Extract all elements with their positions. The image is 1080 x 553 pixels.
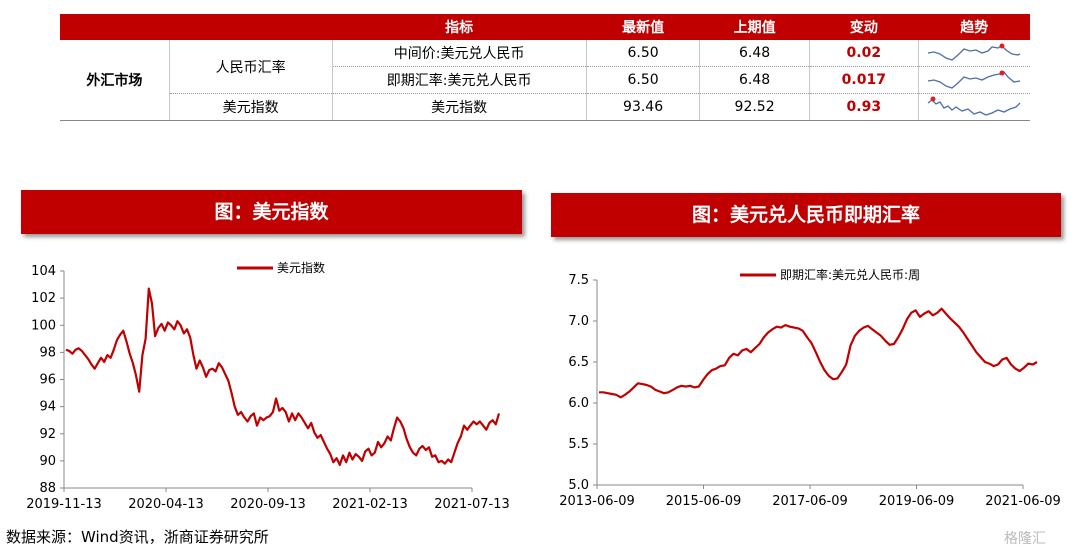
row-3-indicator: 美元指数	[331, 93, 587, 121]
legend-label: 美元指数	[277, 260, 325, 275]
table-row: 美元指数 美元指数 93.46 92.52 0.93	[60, 93, 1030, 121]
x-tick-label: 2021-02-13	[332, 497, 408, 512]
y-tick-label: 98	[39, 345, 56, 360]
sparkline-1	[928, 43, 1021, 61]
y-tick-label: 92	[39, 427, 56, 442]
row-3-category: 美元指数	[168, 93, 333, 121]
x-tick-label: 2020-09-13	[230, 497, 306, 512]
header-trend: 趋势	[918, 14, 1030, 40]
row-3-latest: 93.46	[585, 93, 700, 121]
series-line	[65, 287, 501, 466]
y-tick-label: 94	[39, 400, 56, 415]
data-source: 数据来源：Wind资讯，浙商证券研究所	[6, 528, 269, 546]
row-3-trend	[917, 93, 1030, 121]
row-1-change: 0.02	[808, 40, 919, 67]
row-3-change: 0.93	[808, 93, 919, 121]
header-latest: 最新值	[586, 14, 700, 40]
x-tick-label: 2013-06-09	[559, 494, 635, 509]
x-tick-label: 2020-04-13	[128, 497, 204, 512]
x-tick-label: 2019-11-13	[26, 497, 102, 512]
y-tick-label: 7.5	[568, 273, 589, 288]
y-tick-label: 88	[39, 481, 56, 496]
sparkline-3	[928, 96, 1021, 116]
row-2-change: 0.017	[808, 66, 919, 94]
row-2-latest: 6.50	[585, 66, 700, 94]
banner-usdcny-spot: 图：美元兑人民币即期汇率	[551, 193, 1061, 237]
y-tick-label: 104	[31, 264, 56, 279]
market-label: 外汇市场	[60, 40, 170, 121]
table-row: 即期汇率:美元兑人民币 6.50 6.48 0.017	[60, 66, 1030, 94]
y-tick-label: 6.0	[568, 396, 589, 411]
row-1-trend	[917, 40, 1030, 67]
rmb-label: 人民币汇率	[168, 40, 333, 94]
legend-label: 即期汇率:美元兑人民币:周	[780, 267, 920, 282]
row-1-previous: 6.48	[699, 40, 810, 67]
row-3-previous: 92.52	[699, 93, 810, 121]
y-tick-label: 90	[39, 454, 56, 469]
x-tick-label: 2019-06-09	[879, 494, 955, 509]
y-tick-label: 6.5	[568, 355, 589, 370]
row-1-latest: 6.50	[585, 40, 700, 67]
banner-usd-index: 图：美元指数	[21, 190, 522, 234]
x-tick-label: 2021-06-09	[985, 494, 1061, 509]
sparkline-2	[928, 70, 1021, 89]
header-blank-1	[60, 14, 170, 40]
watermark-logo: 格隆汇	[1004, 531, 1046, 547]
y-tick-label: 102	[31, 291, 56, 306]
usdcny-spot-chart: 5.0 5.5 6.0 6.5 7.0 7.5 2013-06-09 2015-06-09 20…	[559, 267, 1061, 509]
row-2-indicator: 即期汇率:美元兑人民币	[331, 66, 587, 94]
y-tick-label: 100	[31, 318, 56, 333]
row-2-previous: 6.48	[699, 66, 810, 94]
y-tick-label: 96	[39, 373, 56, 388]
header-blank-2	[169, 14, 333, 40]
table-header-row: 指标 最新值 上期值 变动 趋势	[60, 14, 1030, 40]
header-previous: 上期值	[699, 14, 810, 40]
y-tick-label: 7.0	[568, 314, 589, 329]
series-line	[599, 307, 1038, 399]
y-tick-label: 5.0	[568, 478, 589, 493]
usd-index-chart: 88 90 92 94 96 98 100 102 104 2019-11-13 2020-04-1…	[26, 260, 510, 512]
indicator-table: 指标 最新值 上期值 变动 趋势 外汇市场 人民币汇率 中间价:美元兑人民币 6…	[60, 14, 1030, 121]
header-indicator: 指标	[332, 14, 587, 40]
x-tick-label: 2017-06-09	[772, 494, 848, 509]
header-change: 变动	[809, 14, 919, 40]
row-2-trend	[917, 66, 1030, 94]
row-1-indicator: 中间价:美元兑人民币	[331, 40, 587, 67]
x-tick-label: 2021-07-13	[434, 497, 510, 512]
y-tick-label: 5.5	[568, 437, 589, 452]
x-tick-label: 2015-06-09	[666, 494, 742, 509]
table-row: 外汇市场 人民币汇率 中间价:美元兑人民币 6.50 6.48 0.02	[60, 40, 1030, 121]
